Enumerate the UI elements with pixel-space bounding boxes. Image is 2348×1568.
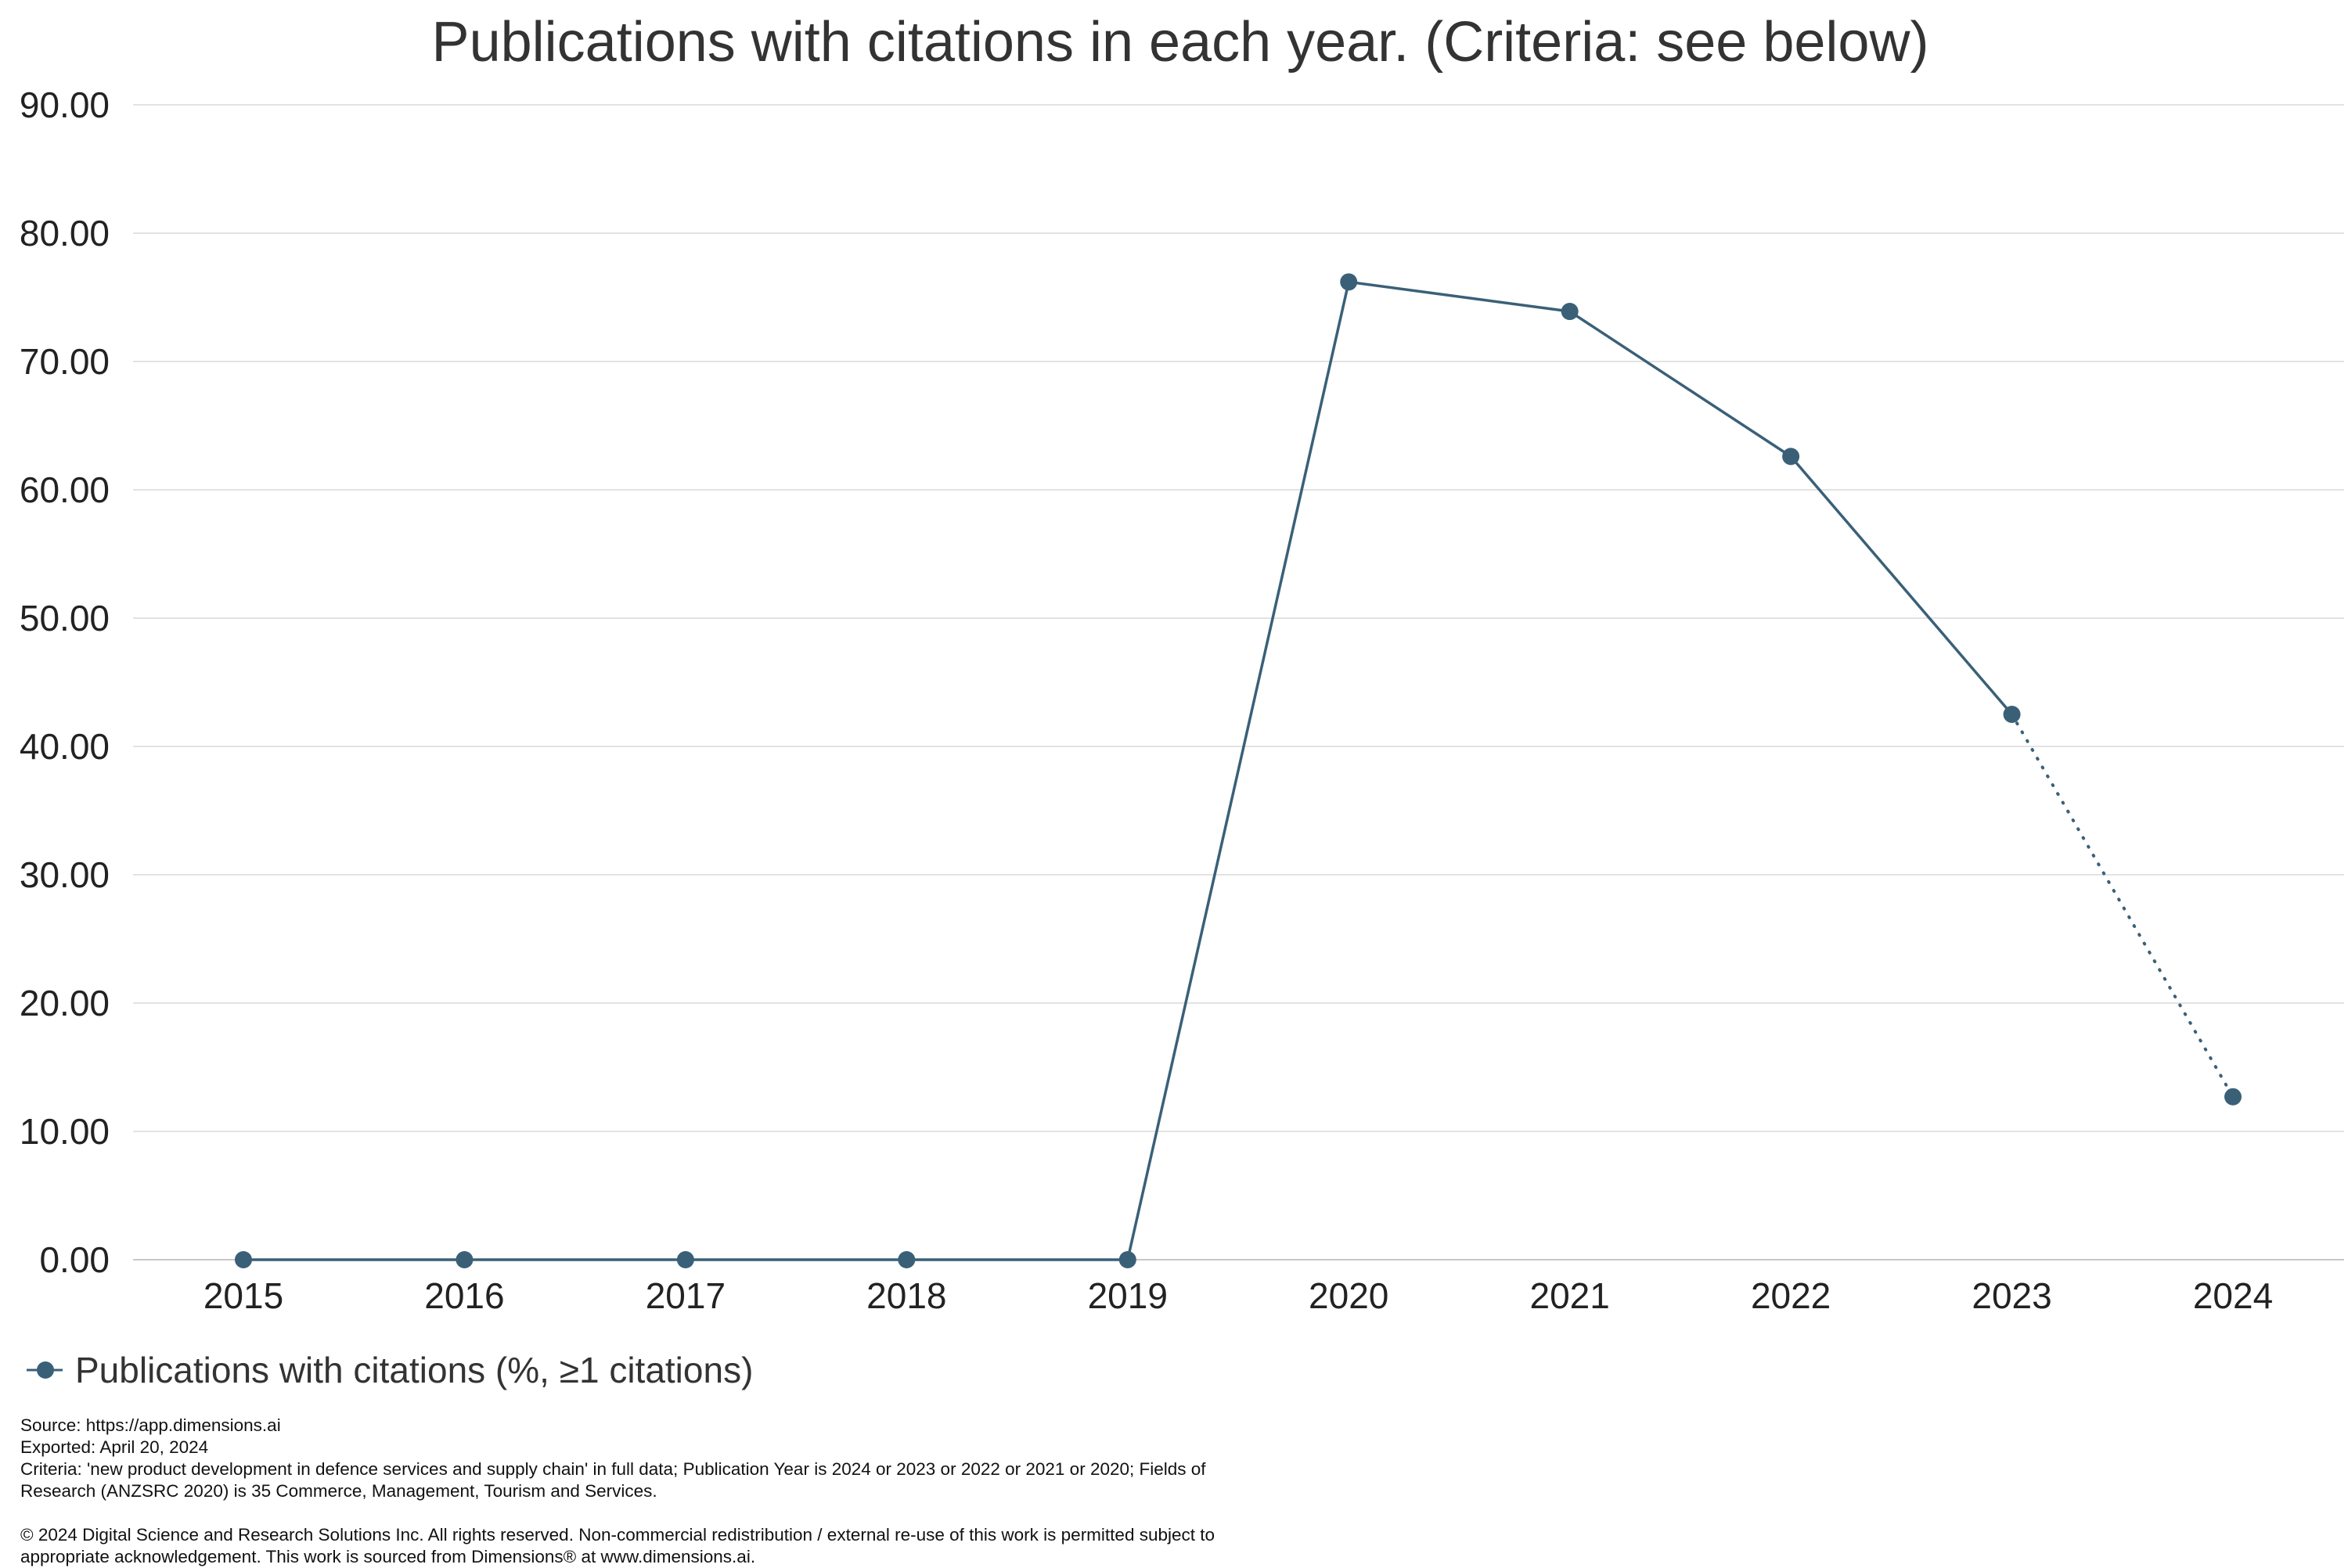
y-tick-label: 60.00 [20,469,110,510]
x-tick-label: 2021 [1529,1275,1609,1316]
series-segment [1347,280,1572,313]
y-tick-label: 90.00 [20,85,110,125]
data-point[interactable] [898,1251,916,1268]
series-segment-dotted [2010,713,2235,1099]
series-lines [242,280,2235,1261]
data-point[interactable] [1340,273,1358,291]
source-note: Source: https://app.dimensions.ai [20,1415,281,1435]
exported-note: Exported: April 20, 2024 [20,1437,209,1457]
y-tick-label: 40.00 [20,726,110,767]
data-point[interactable] [1782,448,1800,466]
x-tick-label: 2019 [1088,1275,1168,1316]
legend-marker-icon [37,1361,54,1379]
gridlines [133,104,2344,1261]
y-tick-label: 20.00 [20,983,110,1023]
x-tick-label: 2017 [646,1275,726,1316]
y-tick-label: 50.00 [20,598,110,638]
data-point[interactable] [456,1251,474,1268]
series-segment [1126,280,1350,1261]
x-tick-label: 2024 [2193,1275,2273,1316]
x-tick-label: 2015 [203,1275,283,1316]
x-tick-label: 2016 [424,1275,504,1316]
y-tick-label: 80.00 [20,213,110,254]
legend: Publications with citations (%, ≥1 citat… [27,1350,753,1390]
chart-title: Publications with citations in each year… [432,11,1929,74]
criteria-note: Criteria: 'new product development in de… [20,1459,1211,1501]
series-segment [1789,455,2014,716]
data-point[interactable] [1561,303,1579,321]
series-segment [1568,310,1792,459]
legend-label: Publications with citations (%, ≥1 citat… [75,1350,753,1390]
data-point[interactable] [2224,1088,2242,1106]
x-tick-label: 2022 [1751,1275,1831,1316]
y-tick-label: 70.00 [20,341,110,382]
y-tick-label: 30.00 [20,854,110,895]
x-tick-label: 2023 [1972,1275,2051,1316]
data-point[interactable] [676,1251,694,1268]
chart-notes: Source: https://app.dimensions.ai Export… [20,1415,1241,1568]
y-tick-label: 10.00 [20,1111,110,1152]
data-point[interactable] [2003,706,2021,723]
copyright-note: © 2024 Digital Science and Research Solu… [20,1525,1220,1566]
data-point[interactable] [235,1251,252,1268]
data-point[interactable] [1118,1251,1136,1268]
x-tick-label: 2020 [1309,1275,1388,1316]
series-points [235,273,2242,1268]
y-tick-label: 0.00 [39,1239,110,1280]
y-axis-ticks: 0.00 10.00 20.00 30.00 40.00 50.00 60.00 70.00 8… [20,85,110,1280]
x-tick-label: 2018 [866,1275,946,1316]
x-axis-ticks: 2015 2016 2017 2018 2019 2020 2021 2022 2023 2024 [203,1275,2273,1316]
